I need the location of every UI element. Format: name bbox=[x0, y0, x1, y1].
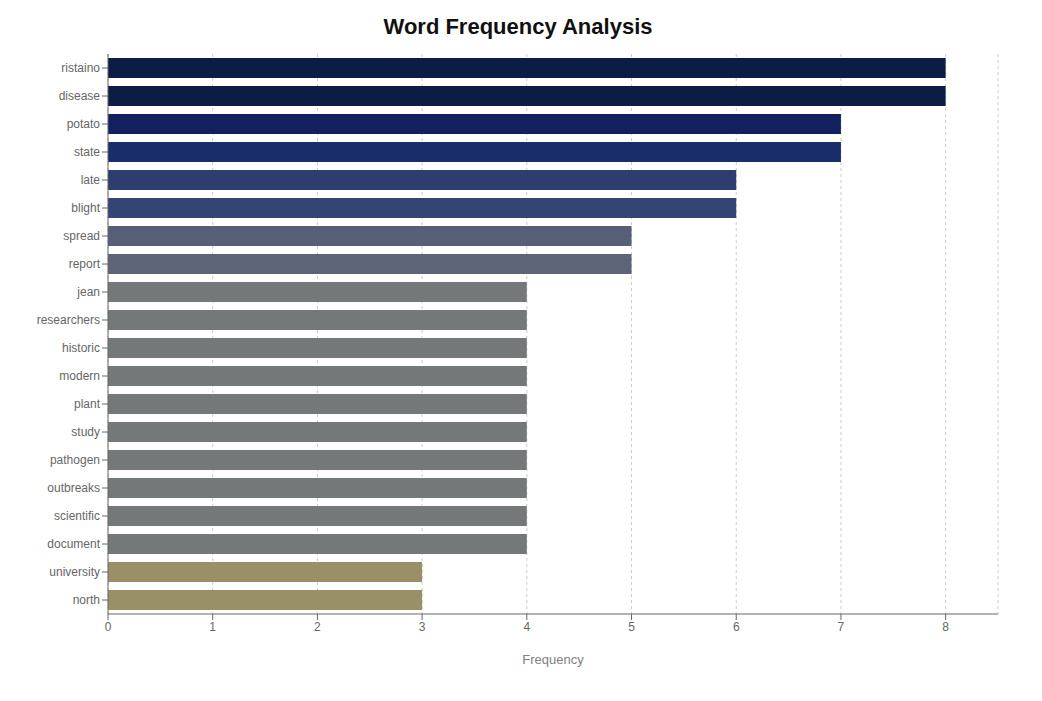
html-text:Word Frequency Analysis: Word Frequency Analysis bbox=[383, 14, 653, 39]
svg-text:Frequency: Frequency bbox=[522, 652, 584, 667]
svg-text:7: 7 bbox=[838, 620, 845, 634]
svg-text:blight: blight bbox=[71, 201, 100, 215]
svg-text:5: 5 bbox=[628, 620, 635, 634]
svg-text:outbreaks: outbreaks bbox=[47, 481, 100, 495]
svg-text:1: 1 bbox=[209, 620, 216, 634]
svg-text:4: 4 bbox=[523, 620, 530, 634]
svg-text:0: 0 bbox=[105, 620, 112, 634]
svg-text:3: 3 bbox=[419, 620, 426, 634]
svg-text:plant: plant bbox=[74, 397, 101, 411]
svg-text:6: 6 bbox=[733, 620, 740, 634]
svg-text:8: 8 bbox=[942, 620, 949, 634]
svg-text:spread: spread bbox=[63, 229, 100, 243]
svg-text:late: late bbox=[81, 173, 101, 187]
svg-text:potato: potato bbox=[67, 117, 101, 131]
svg-text:pathogen: pathogen bbox=[50, 453, 100, 467]
svg-text:study: study bbox=[71, 425, 100, 439]
svg-text:report: report bbox=[69, 257, 101, 271]
svg-text:university: university bbox=[49, 565, 100, 579]
svg-text:ristaino: ristaino bbox=[61, 61, 100, 75]
svg-text:document: document bbox=[47, 537, 100, 551]
svg-text:jean: jean bbox=[76, 285, 100, 299]
svg-text:scientific: scientific bbox=[54, 509, 100, 523]
svg-text:disease: disease bbox=[59, 89, 101, 103]
svg-text:historic: historic bbox=[62, 341, 100, 355]
svg-text:north: north bbox=[73, 593, 100, 607]
svg-text:modern: modern bbox=[59, 369, 100, 383]
svg-text:2: 2 bbox=[314, 620, 321, 634]
svg-text:researchers: researchers bbox=[37, 313, 100, 327]
svg-text:state: state bbox=[74, 145, 100, 159]
